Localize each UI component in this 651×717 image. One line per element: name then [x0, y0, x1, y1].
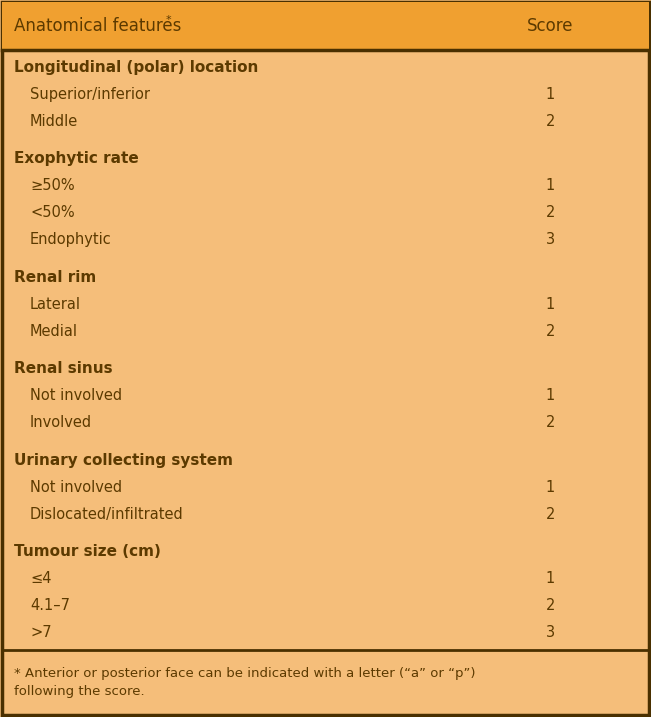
Text: Medial: Medial	[30, 324, 78, 339]
Text: 1: 1	[546, 571, 555, 586]
Text: * Anterior or posterior face can be indicated with a letter (“a” or “p”): * Anterior or posterior face can be indi…	[14, 667, 475, 680]
Text: *: *	[166, 15, 172, 25]
Text: Renal sinus: Renal sinus	[14, 361, 113, 376]
Text: Tumour size (cm): Tumour size (cm)	[14, 544, 161, 559]
Text: Renal rim: Renal rim	[14, 270, 96, 285]
Text: following the score.: following the score.	[14, 685, 145, 698]
Text: Superior/inferior: Superior/inferior	[30, 87, 150, 102]
Text: <50%: <50%	[30, 206, 75, 220]
Text: Endophytic: Endophytic	[30, 232, 112, 247]
Text: 2: 2	[546, 415, 555, 430]
Text: Involved: Involved	[30, 415, 92, 430]
FancyBboxPatch shape	[2, 2, 649, 50]
Text: 2: 2	[546, 324, 555, 339]
Text: Dislocated/infiltrated: Dislocated/infiltrated	[30, 507, 184, 521]
Text: Lateral: Lateral	[30, 297, 81, 312]
Text: ≤4: ≤4	[30, 571, 51, 586]
Text: 2: 2	[546, 206, 555, 220]
Text: 1: 1	[546, 297, 555, 312]
Text: ≥50%: ≥50%	[30, 179, 75, 194]
Text: Urinary collecting system: Urinary collecting system	[14, 452, 233, 467]
Text: 1: 1	[546, 388, 555, 403]
Text: 2: 2	[546, 598, 555, 613]
Text: 1: 1	[546, 87, 555, 102]
Text: Longitudinal (polar) location: Longitudinal (polar) location	[14, 60, 258, 75]
Text: Score: Score	[527, 17, 574, 35]
Text: 2: 2	[546, 114, 555, 129]
Text: Exophytic rate: Exophytic rate	[14, 151, 139, 166]
Text: 1: 1	[546, 179, 555, 194]
Text: 3: 3	[546, 232, 555, 247]
Text: >7: >7	[30, 625, 51, 640]
Text: Not involved: Not involved	[30, 388, 122, 403]
Text: 2: 2	[546, 507, 555, 521]
Text: Middle: Middle	[30, 114, 78, 129]
Text: 4.1–7: 4.1–7	[30, 598, 70, 613]
Text: Anatomical features: Anatomical features	[14, 17, 182, 35]
Text: 3: 3	[546, 625, 555, 640]
Text: 1: 1	[546, 480, 555, 495]
Text: Not involved: Not involved	[30, 480, 122, 495]
